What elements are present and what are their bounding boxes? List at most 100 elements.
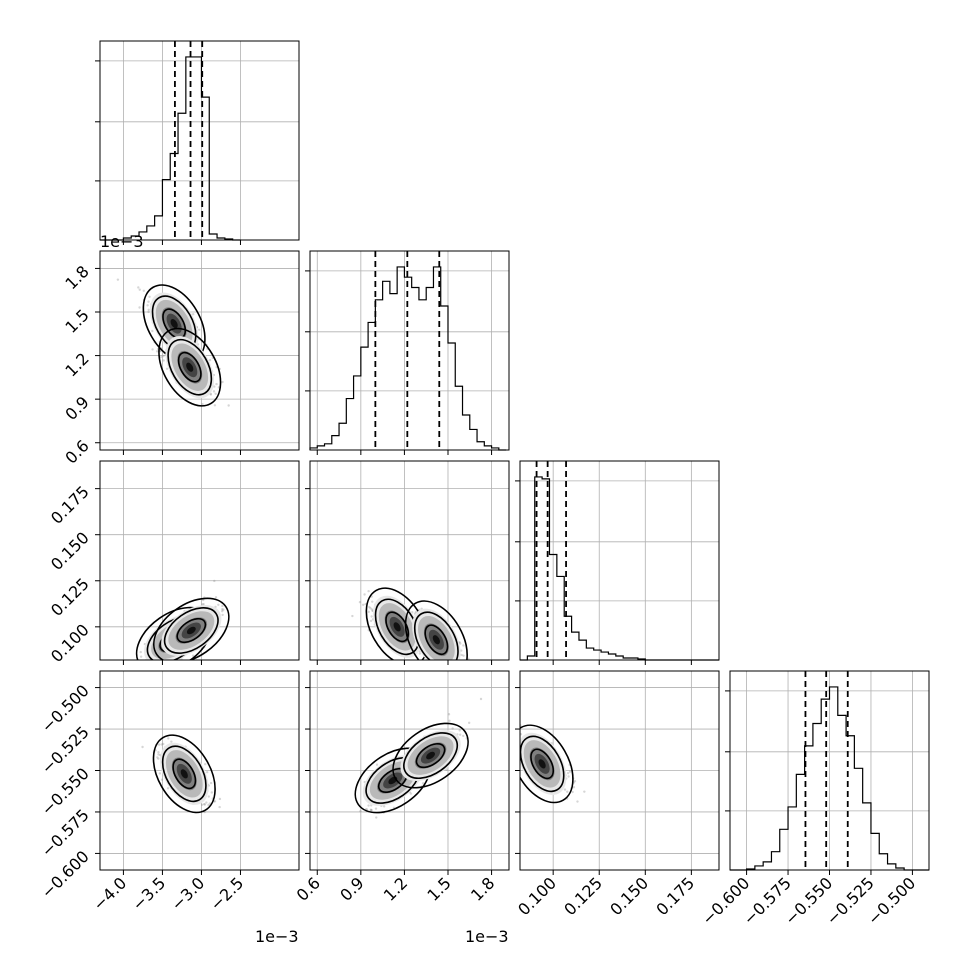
hist-panel-0: [95, 40, 300, 241]
scatter-point: [367, 610, 370, 614]
scatter-point: [144, 661, 146, 663]
scatter-point: [458, 733, 462, 736]
contour-3-0-0: [152, 734, 216, 814]
scatter-point: [520, 733, 523, 736]
scatter-point: [205, 770, 209, 774]
x-offset-label-1: 1e−3: [465, 927, 509, 946]
y-tick-label-2-1: 0.125: [47, 574, 93, 620]
scatter-point: [567, 775, 570, 778]
x-tick-label-0-3: −2.5: [206, 873, 247, 914]
density-level-3-0-4: [180, 769, 188, 779]
scatter-point: [467, 661, 469, 663]
scatter-point: [367, 589, 370, 593]
scatter-point: [221, 608, 224, 611]
scatter-point: [499, 750, 501, 752]
scatter-point: [148, 676, 150, 678]
scatter-point: [421, 782, 425, 785]
scatter-point: [144, 677, 146, 679]
scatter-point: [572, 786, 576, 789]
x-tick-label-1-2: 1.2: [380, 873, 411, 904]
scatter-point: [445, 768, 448, 771]
scatter-point: [162, 355, 165, 358]
scatter-point: [369, 619, 373, 623]
scatter-point: [370, 608, 374, 611]
scatter-point: [510, 747, 512, 749]
scatter-point: [213, 385, 216, 388]
scatter-point: [191, 313, 195, 316]
scatter-point: [116, 278, 120, 281]
scatter-point: [137, 286, 140, 289]
scatter-point: [568, 770, 572, 773]
scatter-point: [220, 609, 224, 613]
scatter-point: [462, 654, 465, 657]
scatter-point: [573, 779, 577, 783]
scatter-point: [208, 358, 212, 362]
scatter-point: [141, 745, 144, 749]
scatter-point: [160, 778, 164, 781]
scatter-point: [414, 610, 418, 614]
scatter-point: [367, 804, 370, 807]
scatter-point: [158, 772, 162, 775]
scatter-point: [479, 697, 483, 701]
scatter-point: [213, 404, 217, 407]
scatter-point: [369, 809, 373, 812]
x-axis-0: −4.0−3.5−3.0−2.5 1e−3: [89, 870, 299, 946]
contour-4-1-0: [392, 722, 469, 789]
scatter-point: [191, 654, 195, 657]
scatter-point: [456, 664, 458, 666]
scatter-point: [566, 790, 569, 793]
pair-frame-1-2: [309, 460, 510, 661]
contour-0-1-1: [167, 338, 213, 396]
scatter-point: [157, 757, 160, 760]
pair-frame-0-2: [99, 460, 300, 661]
scatter-point: [210, 791, 214, 794]
scatter-point: [371, 600, 374, 603]
x-axis-1: 0.6 0.9 1.2 1.5 1.8 1e−3: [293, 870, 509, 946]
contour-2-0-1: [374, 598, 420, 656]
scatter-point: [166, 681, 168, 683]
x-tick-label-1-3: 1.5: [423, 873, 454, 904]
scatter-point: [462, 644, 465, 647]
contour-4-1-2: [415, 743, 446, 769]
y-tick-label-1-3: 1.5: [61, 305, 92, 336]
scatter-point: [201, 603, 204, 606]
scatter-point: [159, 664, 161, 666]
y-tick-label-1-2: 1.2: [61, 349, 92, 380]
scatter-point: [451, 727, 454, 730]
scatter-point: [227, 404, 230, 407]
hist-frame-0: [99, 40, 300, 241]
scatter-point: [160, 743, 163, 746]
x-tick-label-1-0: 0.6: [293, 873, 324, 904]
scatter-point: [447, 713, 451, 716]
scatter-point: [382, 805, 386, 808]
scatter-point: [218, 805, 221, 809]
scatter-point: [506, 742, 508, 744]
contour-0-1-2: [177, 351, 202, 383]
scatter-point: [498, 731, 500, 733]
scatter-point: [361, 603, 365, 606]
scatter-point: [151, 329, 154, 333]
scatter-point: [144, 678, 146, 680]
x-axis-3: −0.600−0.575−0.550−0.525−0.500: [698, 870, 919, 929]
scatter-point: [159, 355, 163, 359]
scatter-point: [147, 300, 150, 303]
x-tick-label-0-2: −3.0: [167, 873, 208, 914]
scatter-point: [217, 603, 220, 606]
x-tick-label-2-0: 0.100: [514, 873, 560, 919]
hist-steps-3: [730, 686, 929, 871]
pair-frame-0-1: [99, 250, 300, 451]
hist-panel-2: [515, 460, 720, 661]
scatter-point: [207, 795, 211, 798]
scatter-point: [213, 579, 216, 583]
scatter-point: [139, 655, 143, 658]
scatter-point: [369, 808, 373, 811]
y-offset-label-1: 1e−3: [100, 232, 144, 251]
scatter-point: [146, 666, 148, 668]
hist-frame-1: [309, 250, 510, 451]
scatter-point: [148, 295, 151, 298]
pair-panel-1-3: [309, 670, 510, 871]
x-axis-2: 0.100 0.125 0.150 0.175: [514, 870, 698, 919]
pair-panel-2-3: [498, 670, 720, 871]
x-tick-label-1-1: 0.9: [336, 873, 367, 904]
scatter-point: [162, 359, 165, 362]
